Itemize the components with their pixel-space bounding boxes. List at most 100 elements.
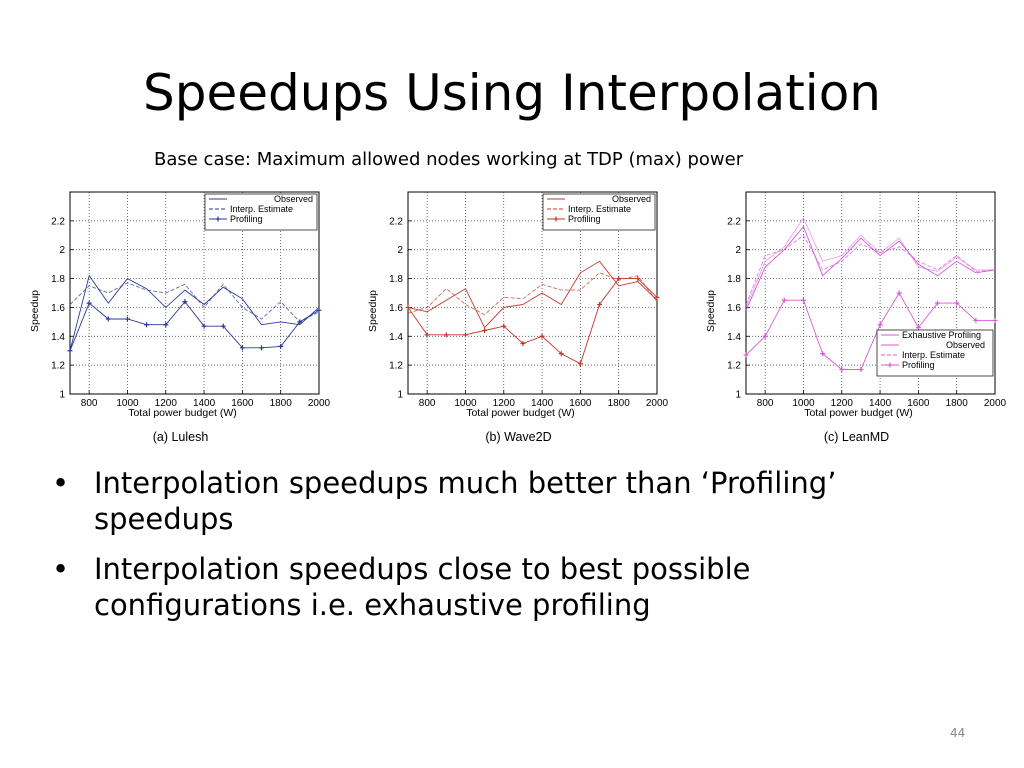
legend-box — [542, 193, 656, 231]
series-point — [597, 302, 603, 308]
y-tick-label: 1.8 — [727, 274, 741, 285]
x-tick-label: 1000 — [792, 398, 815, 409]
legend-label: Profiling — [230, 214, 263, 224]
chart-caption: (b) Wave2D — [485, 430, 551, 444]
series-point — [297, 319, 303, 325]
y-tick-label: 1.2 — [389, 361, 403, 372]
legend-label: Interp. Estimate — [902, 350, 965, 360]
series-point — [220, 323, 226, 329]
x-tick-label: 1200 — [493, 398, 516, 409]
chart-svg: 1 1.2 1.4 1.6 1.8 2 2.2 800 1000 1200 1400 1600 1800… — [29, 191, 331, 444]
bullet-dot: • — [52, 552, 70, 586]
y-tick-label: 1.2 — [727, 361, 741, 372]
series-line — [69, 282, 320, 323]
series-line — [745, 217, 995, 308]
series-point — [67, 348, 73, 354]
legend-label: Interp. Estimate — [230, 204, 293, 214]
series-point — [839, 366, 845, 372]
legend-label: Observed — [274, 194, 313, 204]
series-point — [800, 297, 806, 303]
series-point — [316, 307, 322, 313]
y-tick-label: 1.6 — [51, 303, 65, 314]
series-point — [501, 323, 507, 329]
legend-label: Exhaustive Profiling — [902, 330, 981, 340]
bullet-text: Interpolation speedups much better than … — [94, 466, 837, 536]
series-line — [745, 234, 996, 305]
page-number: 44 — [950, 726, 966, 740]
series-point — [896, 290, 902, 296]
series-point — [539, 333, 545, 339]
y-tick-label: 1 — [59, 390, 65, 401]
y-tick-label: 1.8 — [51, 274, 65, 285]
y-tick-label: 1.6 — [389, 303, 403, 314]
x-tick-label: 800 — [757, 398, 774, 409]
x-tick-label: 800 — [81, 398, 98, 409]
x-tick-label: 2000 — [984, 398, 1007, 409]
series-point — [616, 276, 622, 282]
y-tick-label: 2.2 — [727, 216, 741, 227]
plot-frame — [407, 191, 658, 395]
series-point — [877, 322, 883, 328]
series-point — [781, 297, 787, 303]
slide-title: Speedups Using Interpolation — [143, 64, 881, 122]
chart-caption: (c) LeanMD — [824, 430, 889, 444]
y-tick-label: 2 — [397, 245, 403, 256]
x-tick-label: 1400 — [869, 398, 892, 409]
series-point — [935, 300, 941, 306]
subtitle: Base case: Maximum allowed nodes working… — [154, 149, 744, 170]
y-tick-label: 1.4 — [727, 332, 741, 343]
y-tick-label: 1.2 — [51, 361, 65, 372]
y-tick-label: 2.2 — [389, 216, 403, 227]
legend-marker — [215, 216, 221, 222]
series-line — [745, 225, 996, 311]
series-point — [743, 352, 749, 358]
series-point — [182, 299, 188, 305]
series-point — [577, 361, 583, 367]
y-tick-label: 1 — [397, 390, 403, 401]
series-point — [443, 332, 449, 338]
x-tick-label: 1400 — [531, 398, 554, 409]
series-line — [69, 300, 320, 351]
legend-label: Interp. Estimate — [568, 204, 631, 214]
x-tick-label: 1800 — [270, 398, 293, 409]
bullet-item: • Interpolation speedups close to best p… — [52, 551, 952, 623]
y-axis-label: Speedup — [705, 290, 717, 332]
series-line — [745, 292, 995, 370]
series-point — [259, 345, 265, 351]
series-point — [163, 322, 169, 328]
x-axis-label: Total power budget (W) — [804, 407, 913, 419]
series-point — [424, 332, 430, 338]
chart-leanmd: 1 1.2 1.4 1.6 1.8 2 2.2 800 1000 1200 1400 1600 1800… — [698, 186, 1018, 454]
chart-wave2d: 1 1.2 1.4 1.6 1.8 2 2.2 800 1000 1200 1400 1600 1800… — [360, 186, 680, 454]
series-point — [201, 323, 207, 329]
legend-box — [204, 193, 318, 231]
y-tick-label: 1 — [735, 390, 741, 401]
x-tick-label: 1600 — [907, 398, 930, 409]
y-tick-label: 1.4 — [389, 332, 403, 343]
series-point — [858, 366, 864, 372]
series-point — [462, 332, 468, 338]
series-point — [105, 316, 111, 322]
series-point — [239, 345, 245, 351]
x-axis-label: Total power budget (W) — [466, 407, 575, 419]
chart-svg: 1 1.2 1.4 1.6 1.8 2 2.2 800 1000 1200 1400 1600 1800… — [367, 191, 669, 444]
series-point — [635, 276, 641, 282]
y-tick-label: 1.6 — [727, 303, 741, 314]
x-tick-label: 1200 — [155, 398, 178, 409]
series-point — [558, 351, 564, 357]
series-point — [124, 316, 130, 322]
series-point — [654, 294, 660, 300]
y-tick-label: 2 — [59, 245, 65, 256]
y-axis-label: Speedup — [367, 290, 379, 332]
legend-label: Observed — [612, 194, 651, 204]
series-line — [407, 278, 658, 365]
chart-caption: (a) Lulesh — [153, 430, 209, 444]
x-tick-label: 2000 — [646, 398, 669, 409]
plot-frame — [69, 191, 320, 395]
chart-svg: 1 1.2 1.4 1.6 1.8 2 2.2 800 1000 1200 1400 1600 1800… — [705, 191, 1007, 444]
x-tick-label: 1000 — [454, 398, 477, 409]
y-tick-label: 1.8 — [389, 274, 403, 285]
series-line — [407, 260, 658, 329]
x-tick-label: 1200 — [831, 398, 854, 409]
series-point — [992, 317, 998, 323]
